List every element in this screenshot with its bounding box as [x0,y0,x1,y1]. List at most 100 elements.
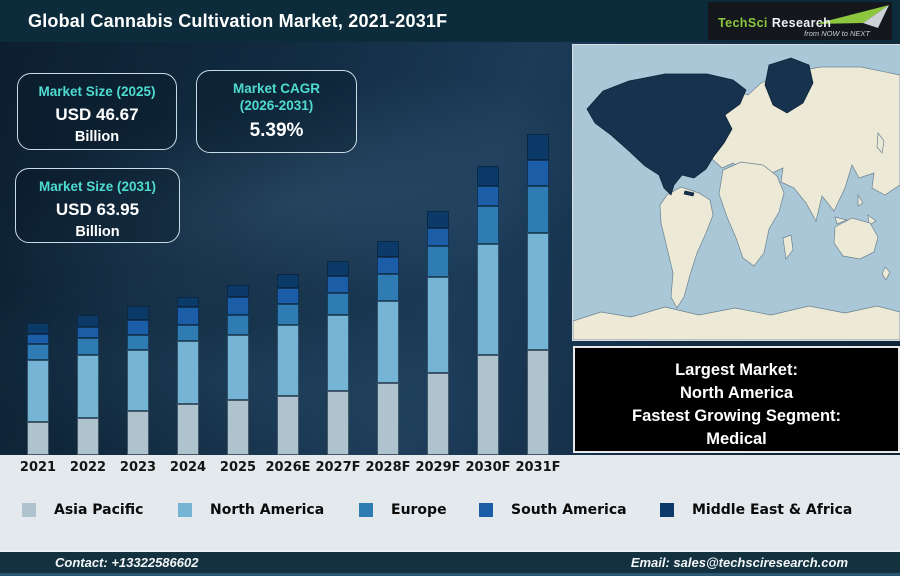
card-label: Market Size (2025) [38,84,156,99]
bar-segment-2030F-middle-east-africa [477,166,499,186]
bar-segment-2027F-south-america [327,276,349,293]
bar-segment-2025-middle-east-africa [227,285,249,297]
bar-segment-2029F-asia-pacific [427,373,449,455]
logo-tagline: from NOW to NEXT [804,29,870,38]
bar-2031F [527,134,549,455]
bar-segment-2031F-asia-pacific [527,350,549,455]
bar-2029F [427,211,449,455]
legend-label-europe: Europe [391,502,447,518]
bottom-band: 2021 2022 2023 2024 2025 2026E 2027F 2028F 2029F… [0,455,900,550]
bar-segment-2031F-middle-east-africa [527,134,549,160]
info-line-largest-market-label: Largest Market: [675,361,798,379]
bar-segment-2028F-north-america [377,301,399,383]
bar-segment-2031F-south-america [527,160,549,186]
x-axis-label-2028F: 2028F [365,460,411,475]
x-axis-label-2031F: 2031F [515,460,561,475]
x-axis-label-2021: 2021 [19,460,57,475]
chart-area: Market Size (2025) USD 46.67 Billion Mar… [0,11,900,525]
right-panel: Largest Market: North America Fastest Gr… [572,42,900,455]
bar-segment-2021-north-america [27,360,49,422]
bar-chart [0,42,575,455]
footer-email: Email: sales@techsciresearch.com [630,555,848,570]
techsci-logo: TechSci Research from NOW to NEXT [708,2,892,40]
card-label: Market Size (2031) [38,179,157,194]
legend-swatch-north-america [178,503,192,517]
legend-label-north-america: North America [210,502,325,518]
bar-segment-2030F-asia-pacific [477,355,499,455]
bar-2030F [477,166,499,455]
card-value: USD 46.67 [55,105,139,124]
legend-swatch-south-america [479,503,493,517]
header-bar: Global Cannabis Cultivation Market, 2021… [0,0,900,43]
info-box: Largest Market: North America Fastest Gr… [573,346,900,453]
x-axis-label-2029F: 2029F [415,460,461,475]
legend-item-asia-pacific: Asia Pacific [22,502,143,518]
bar-segment-2024-asia-pacific [177,404,199,455]
bar-segment-2025-asia-pacific [227,400,249,455]
bar-segment-2028F-europe [377,274,399,301]
bar-segment-2023-north-america [127,350,149,411]
card-value: 5.39% [249,120,304,141]
logo-brand-primary: TechSci [718,16,768,30]
bar-segment-2026E-south-america [277,288,299,304]
legend-label-south-america: South America [511,502,627,518]
world-map [572,44,900,341]
bar-segment-2026E-asia-pacific [277,396,299,455]
x-axis-label-2026E: 2026E [265,460,311,475]
legend-label-middle-east-africa: Middle East & Africa [692,502,853,518]
bar-segment-2025-north-america [227,335,249,400]
x-axis-label-2023: 2023 [119,460,157,475]
bar-segment-2024-middle-east-africa [177,297,199,307]
bar-segment-2024-north-america [177,341,199,404]
bar-segment-2027F-north-america [327,315,349,391]
logo-brand-secondary: Research [771,16,832,30]
bar-segment-2022-north-america [77,355,99,418]
region-north-america-highlight [586,57,814,197]
bar-segment-2028F-south-america [377,257,399,274]
card-unit: Billion [74,129,120,145]
bar-segment-2030F-north-america [477,244,499,355]
x-axis-label-2025: 2025 [219,460,257,475]
legend: Asia Pacific North America Europe South Ame… [0,502,900,524]
logo-brand-text: TechSci Research [718,16,831,30]
bar-segment-2031F-north-america [527,233,549,350]
legend-swatch-middle-east-africa [660,503,674,517]
bar-segment-2022-middle-east-africa [77,315,99,327]
bar-segment-2026E-north-america [277,325,299,396]
info-line-fastest-segment-label: Fastest Growing Segment: [631,407,842,425]
footer-contact: Contact: +13322586602 [55,555,199,570]
legend-item-south-america: South America [479,502,627,518]
bar-segment-2021-middle-east-africa [27,323,49,334]
legend-label-asia-pacific: Asia Pacific [54,502,144,518]
x-axis: 2021 2022 2023 2024 2025 2026E 2027F 2028F 2029F… [0,460,575,480]
bar-segment-2025-south-america [227,297,249,315]
bar-segment-2027F-asia-pacific [327,391,349,455]
bar-2023 [127,306,149,455]
bar-segment-2023-south-america [127,320,149,335]
bar-segment-2024-europe [177,325,199,341]
info-line-largest-market-value: North America [679,384,794,402]
bar-segment-2025-europe [227,315,249,335]
bar-segment-2031F-europe [527,186,549,233]
page-title: Global Cannabis Cultivation Market, 2021… [28,11,448,31]
bar-segment-2021-europe [27,344,49,360]
bar-2025 [227,285,249,455]
bar-segment-2029F-europe [427,246,449,277]
map-continents [573,66,900,340]
card-value: USD 63.95 [55,200,140,219]
stat-card-market-size-2025: Market Size (2025) USD 46.67 Billion [17,73,177,150]
legend-item-europe: Europe [359,502,447,518]
legend-swatch-asia-pacific [22,503,36,517]
bar-segment-2028F-middle-east-africa [377,241,399,257]
bar-segment-2024-south-america [177,307,199,325]
bar-2028F [377,241,399,455]
bar-segment-2030F-south-america [477,186,499,206]
bar-2026E [277,274,299,455]
legend-swatch-europe [359,503,373,517]
card-label: Market CAGR [232,81,321,96]
bar-2021 [27,323,49,455]
x-axis-label-2022: 2022 [69,460,107,475]
bar-segment-2023-europe [127,335,149,350]
legend-item-middle-east-africa: Middle East & Africa [660,502,852,518]
